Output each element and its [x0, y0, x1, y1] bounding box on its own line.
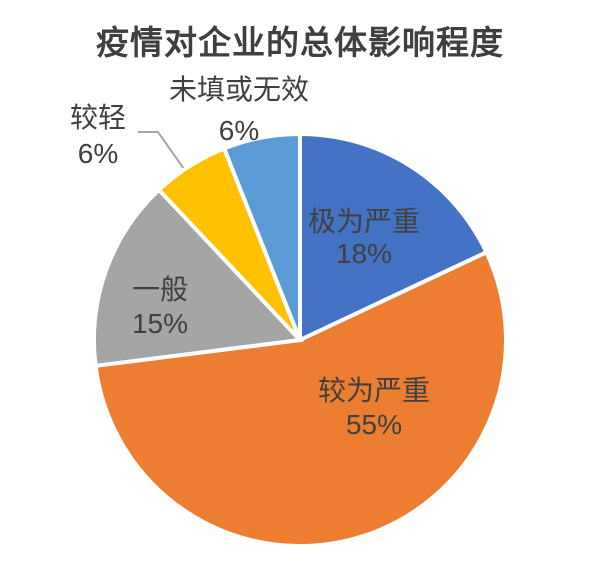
pie-slice-2: [92, 187, 305, 369]
slice-label-pct-0: 18%: [336, 238, 392, 269]
slice-label-pct-1: 55%: [346, 409, 402, 440]
slice-label-pct-3: 6%: [78, 138, 118, 169]
slice-label-name-0: 极为严重: [308, 206, 420, 237]
leader-line: [138, 131, 185, 170]
slice-label-name-2: 一般: [132, 274, 188, 305]
chart-title: 疫情对企业的总体影响程度: [96, 24, 504, 61]
slice-label-name-1: 较为严重: [318, 375, 430, 406]
pie-slice-4: [221, 131, 302, 341]
pie-slice-0: [298, 131, 490, 344]
slice-label-pct-2: 15%: [132, 308, 188, 339]
slice-label-pct-4: 6%: [219, 115, 259, 146]
pie-slice-1: [93, 249, 508, 548]
pie-slices-group: [92, 131, 508, 548]
slice-label-name-3: 较轻: [70, 102, 126, 133]
slice-label-name-4: 未填或无效: [169, 74, 309, 105]
